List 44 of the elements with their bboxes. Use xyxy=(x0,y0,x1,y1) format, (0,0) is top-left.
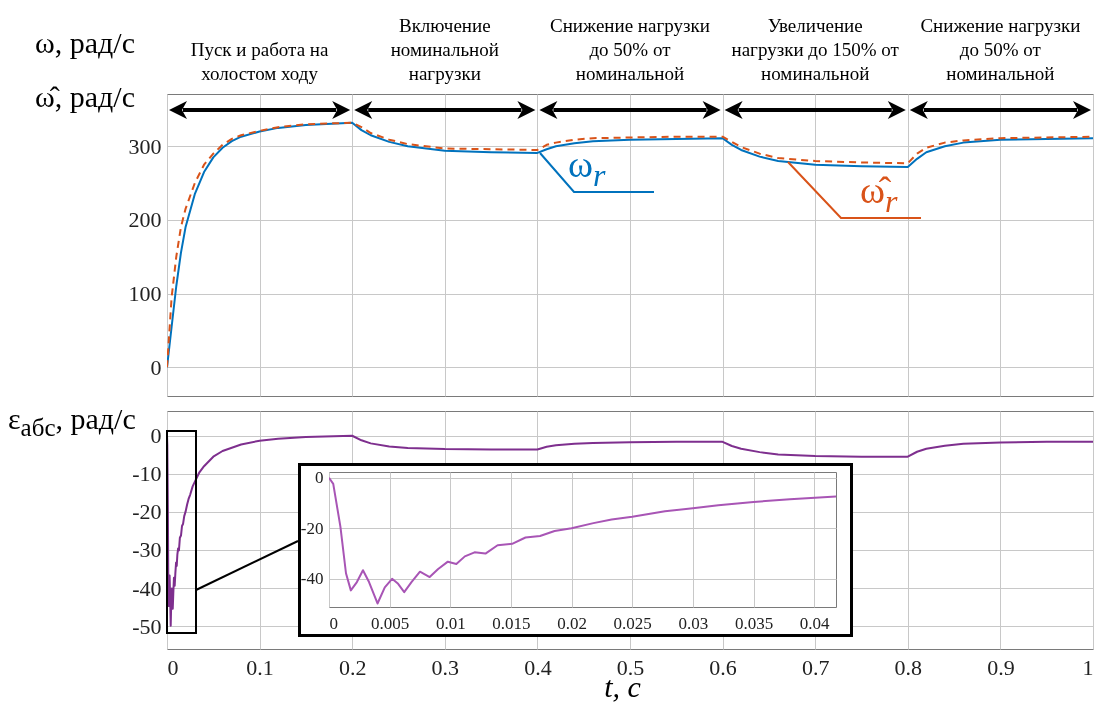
x-tick-label: 0.2 xyxy=(338,654,367,680)
y-axis-title: ε$_{абс}$, рад/с xyxy=(8,401,136,443)
x-tick-label: 0 xyxy=(329,613,338,633)
x-tick-label: 0.03 xyxy=(678,613,709,633)
series-label: ω$_{r}$ xyxy=(568,142,606,194)
line-series xyxy=(329,476,836,605)
x-tick-label: 0.025 xyxy=(613,613,652,633)
y-tick-label: -20 xyxy=(132,499,162,525)
y-tick-label: 300 xyxy=(128,133,162,159)
text: Снижение нагрузки до 50% от номинальной xyxy=(550,15,710,84)
y-tick-label: -50 xyxy=(132,613,162,639)
text: Пуск и работа на холостом ходу xyxy=(189,38,330,86)
series-label: ω̂$_{r}$ xyxy=(860,168,898,220)
y-tick-label: -10 xyxy=(132,461,162,487)
y-tick-label: 0 xyxy=(315,468,324,488)
y-tick-label: 0 xyxy=(150,423,162,449)
x-tick-label: 0.005 xyxy=(371,613,410,633)
line-series xyxy=(167,434,1093,627)
y-tick-label: 200 xyxy=(128,207,162,233)
line-series xyxy=(167,121,1093,369)
text: Снижение нагрузки до 50% от номинальной xyxy=(920,15,1081,84)
x-tick-label: 0.02 xyxy=(557,613,587,633)
text: Увеличение нагрузки до 150% от номинальной xyxy=(731,15,899,84)
x-tick-label: 0.7 xyxy=(801,654,830,680)
x-tick-label: 0.9 xyxy=(987,654,1015,680)
x-tick-label: 0.8 xyxy=(894,654,923,680)
x-tick-label: 0.4 xyxy=(524,654,552,680)
text: Включение номинальной нагрузки xyxy=(390,15,499,84)
x-tick-label: 0.015 xyxy=(492,613,531,633)
x-tick-label: 0.04 xyxy=(799,613,831,633)
x-tick-label: 0.035 xyxy=(734,613,774,633)
x-tick-label: 0.01 xyxy=(435,613,466,633)
x-tick-label: 0 xyxy=(167,654,179,680)
y-tick-label: 100 xyxy=(128,281,162,307)
x-tick-label: 1 xyxy=(1082,654,1094,680)
y-tick-label: -30 xyxy=(132,537,162,563)
y-tick-label: -40 xyxy=(132,575,162,601)
y-tick-label: -40 xyxy=(300,569,324,589)
y-axis-title: ω, рад/с ω̂, рад/с xyxy=(35,25,135,115)
y-tick-label: 0 xyxy=(150,354,162,380)
x-tick-label: 0.3 xyxy=(431,654,460,680)
x-tick-label: 0.1 xyxy=(246,654,274,680)
y-tick-label: -20 xyxy=(300,518,324,538)
x-tick-label: 0.6 xyxy=(709,654,737,680)
